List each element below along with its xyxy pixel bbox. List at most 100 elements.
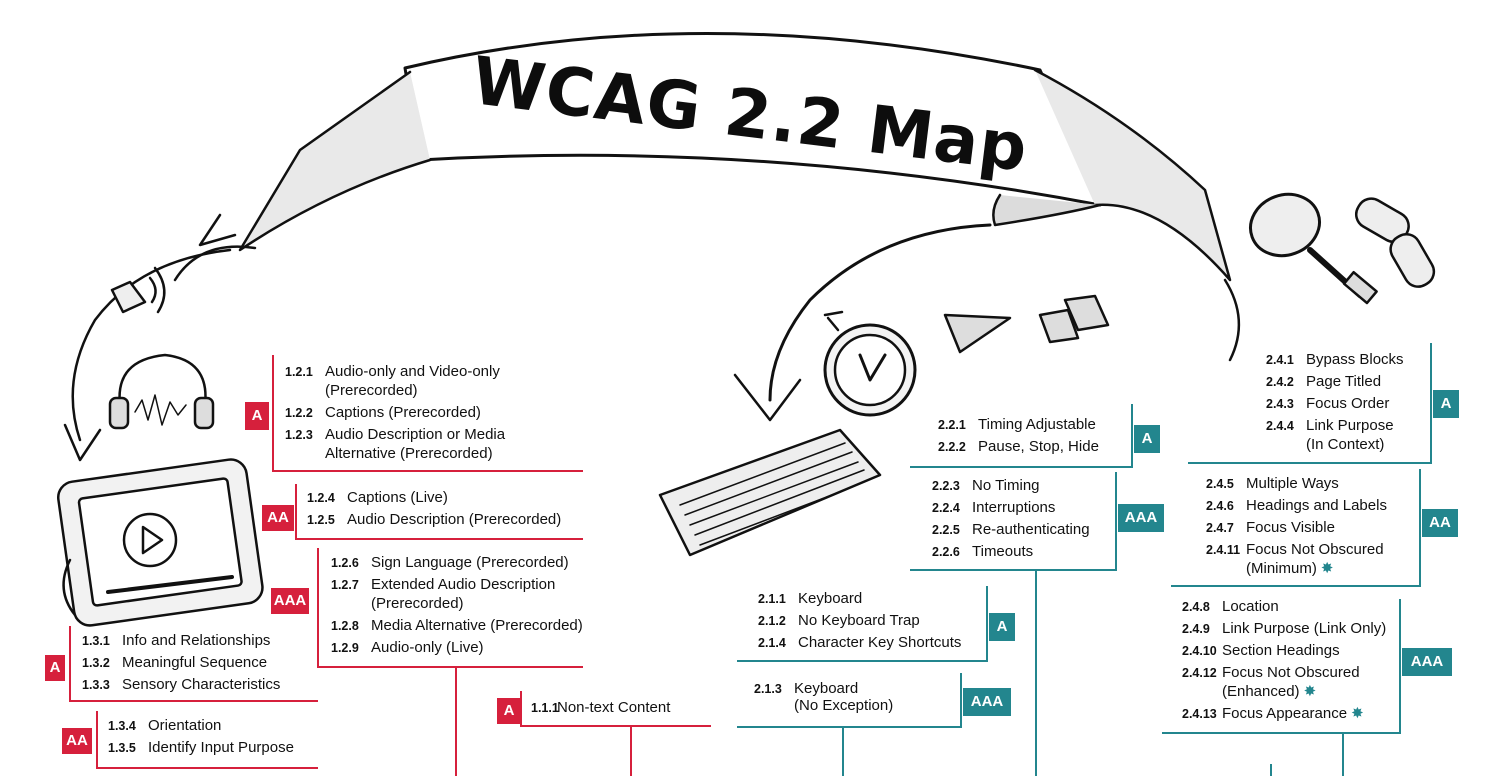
conformance-level-badge: A [245, 402, 269, 430]
group-bracket-line [737, 586, 988, 662]
criterion-title-continued: (No Exception) [794, 697, 894, 714]
criterion-title: Timing Adjustable [978, 416, 1096, 433]
criterion-title: Re-authenticating [972, 521, 1090, 538]
criterion-title: Audio Description or Media [325, 426, 506, 443]
conformance-level-badge: A [1433, 390, 1459, 418]
group-bracket-line [520, 691, 711, 727]
criterion-title: Headings and Labels [1246, 497, 1387, 514]
criterion-title: Audio-only and Video-only [325, 363, 500, 380]
criterion-number: 1.2.1 [285, 365, 313, 379]
criterion-number: 1.3.3 [82, 678, 110, 692]
criterion-title: Meaningful Sequence [122, 654, 268, 671]
criterion-number: 1.2.3 [285, 428, 313, 442]
criterion-title: Focus Appearance ✸ [1222, 705, 1364, 722]
criterion-title: Focus Not Obscured [1246, 541, 1384, 558]
conformance-level-badge: A [1134, 425, 1160, 453]
criterion-number: 1.2.6 [331, 556, 359, 570]
criterion-number: 2.4.4 [1266, 419, 1294, 433]
group-bracket-line [737, 673, 962, 728]
criterion-title-continued: (In Context) [1306, 436, 1385, 453]
criterion-title: Non-text Content [557, 699, 671, 716]
criterion-number: 2.4.11 [1206, 543, 1241, 557]
criterion-title: Focus Visible [1246, 519, 1335, 536]
criterion-title: Timeouts [972, 543, 1034, 560]
conformance-level-badge: AA [262, 505, 294, 531]
criterion-number: 2.4.2 [1266, 375, 1294, 389]
criterion-title-continued: (Enhanced) ✸ [1222, 683, 1317, 700]
group-bracket-line [317, 548, 583, 668]
criterion-title: Sensory Characteristics [122, 676, 281, 693]
criterion-title-continued: Alternative (Prerecorded) [325, 445, 493, 462]
group-bracket-line [272, 355, 583, 472]
criterion-number: 1.3.4 [108, 719, 136, 733]
criterion-number: 2.1.2 [758, 614, 786, 628]
criterion-number: 1.1.1 [531, 701, 559, 715]
arrow-swirl-left [63, 213, 237, 462]
conformance-level-badge: AAA [1118, 504, 1164, 532]
criterion-title-continued: (Prerecorded) [325, 382, 418, 399]
stopwatch-icon [823, 310, 917, 417]
criterion-title: Bypass Blocks [1306, 351, 1404, 368]
speaker-icon [110, 266, 166, 314]
banner-ribbon [173, 32, 1241, 362]
criterion-title: Keyboard [798, 590, 863, 607]
group-bracket-line [1171, 469, 1421, 587]
conformance-level-badge: A [497, 698, 521, 724]
criterion-title: Orientation [148, 717, 222, 734]
criterion-number: 2.4.9 [1182, 622, 1210, 636]
criterion-title: Multiple Ways [1246, 475, 1339, 492]
criterion-title: Focus Order [1306, 395, 1390, 412]
criterion-number: 2.4.6 [1206, 499, 1234, 513]
criterion-number: 2.2.6 [932, 545, 960, 559]
criterion-number: 2.2.1 [938, 418, 966, 432]
criterion-title: Audio-only (Live) [371, 639, 484, 656]
conformance-level-badge: AAA [963, 688, 1011, 716]
criterion-title: Captions (Live) [347, 489, 448, 506]
criterion-number: 1.2.8 [331, 619, 359, 633]
criterion-number: 2.2.3 [932, 479, 960, 493]
criterion-number: 1.3.2 [82, 656, 110, 670]
conformance-level-badge: A [989, 613, 1015, 641]
criterion-number: 2.4.3 [1266, 397, 1294, 411]
criterion-title: Location [1222, 598, 1279, 615]
conformance-level-badge: AA [1422, 509, 1458, 537]
criterion-title-continued: (Minimum) ✸ [1246, 560, 1334, 577]
criterion-title: Keyboard [794, 680, 859, 697]
criterion-number: 2.4.13 [1182, 707, 1217, 721]
criterion-title: Identify Input Purpose [148, 739, 294, 756]
criterion-number: 2.4.5 [1206, 477, 1234, 491]
criterion-number: 2.4.7 [1206, 521, 1234, 535]
criterion-number: 2.4.8 [1182, 600, 1210, 614]
criterion-number: 1.2.2 [285, 406, 313, 420]
criterion-title: Link Purpose [1306, 417, 1394, 434]
criterion-number: 2.1.3 [754, 682, 782, 696]
criterion-title: Sign Language (Prerecorded) [371, 554, 569, 571]
criterion-title-continued: (Prerecorded) [371, 595, 464, 612]
criterion-number: 2.2.5 [932, 523, 960, 537]
conformance-level-badge: AAA [1402, 648, 1452, 676]
group-bracket-line [96, 711, 318, 769]
criterion-number: 2.1.4 [758, 636, 786, 650]
criterion-title: No Keyboard Trap [798, 612, 920, 629]
conformance-level-badge: AAA [271, 588, 309, 614]
criterion-title: Audio Description (Prerecorded) [347, 511, 562, 528]
group-bracket-line [69, 626, 318, 702]
criterion-number: 1.2.9 [331, 641, 359, 655]
warning-triangle-icon [943, 313, 1012, 354]
criterion-title: Info and Relationships [122, 632, 271, 649]
criterion-title: Link Purpose (Link Only) [1222, 620, 1387, 637]
criterion-title: Extended Audio Description [371, 576, 556, 593]
criterion-title: Focus Not Obscured [1222, 664, 1360, 681]
criterion-title: Captions (Prerecorded) [325, 404, 481, 421]
criterion-number: 2.2.2 [938, 440, 966, 454]
criterion-title: Pause, Stop, Hide [978, 438, 1099, 455]
tablet-video-icon [57, 458, 264, 627]
conformance-level-badge: AA [62, 728, 92, 754]
pause-icon [1038, 294, 1110, 344]
criterion-number: 2.4.1 [1266, 353, 1294, 367]
criterion-number: 1.2.7 [331, 578, 359, 592]
criterion-number: 2.1.1 [758, 592, 786, 606]
group-bracket-line [1162, 599, 1401, 734]
group-bracket-line [295, 484, 583, 540]
